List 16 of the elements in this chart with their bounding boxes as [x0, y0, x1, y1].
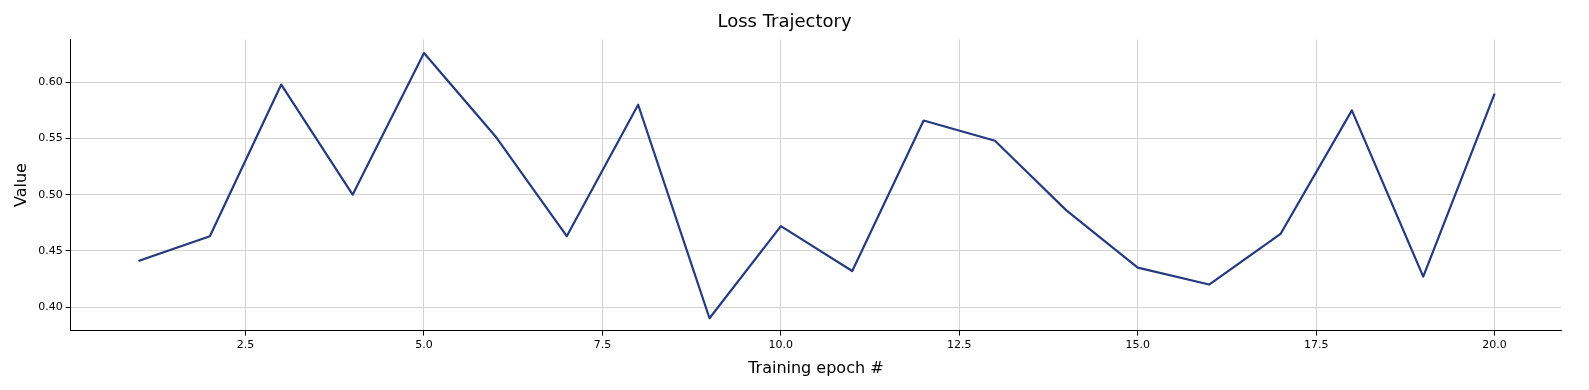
y-tick-label: 0.50 — [38, 187, 63, 201]
x-tick-label: 2.5 — [236, 338, 255, 352]
y-tick-label: 0.60 — [38, 75, 63, 89]
x-tick-label: 15.0 — [1125, 338, 1150, 352]
x-tick-label: 20.0 — [1482, 338, 1507, 352]
y-tick-label: 0.40 — [38, 299, 63, 313]
x-tick-label: 7.5 — [593, 338, 612, 352]
y-axis-title: Value — [10, 163, 30, 208]
x-axis-title: Training epoch # — [747, 357, 884, 377]
x-tick-label: 5.0 — [415, 338, 433, 352]
y-tick-label: 0.45 — [38, 243, 63, 257]
x-tick-label: 10.0 — [768, 338, 794, 352]
y-tick-label: 0.55 — [38, 131, 63, 145]
chart-title: Loss Trajectory — [717, 10, 852, 32]
x-tick-label: 12.5 — [947, 338, 972, 352]
x-tick-label: 17.5 — [1303, 338, 1329, 352]
